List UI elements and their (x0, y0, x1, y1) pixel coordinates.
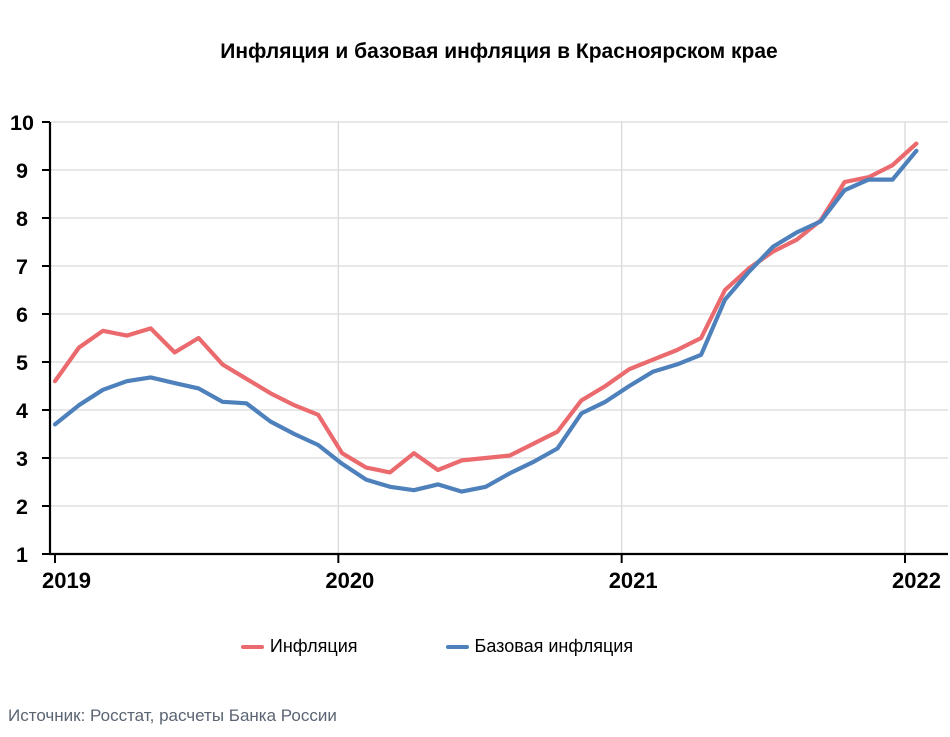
source-note: Источник: Росстат, расчеты Банка России (8, 706, 337, 725)
svg-text:9: 9 (16, 159, 28, 183)
svg-text:2020: 2020 (325, 568, 374, 593)
svg-text:3: 3 (16, 447, 28, 471)
core-inflation-line-swatch (445, 644, 469, 649)
legend-item-core-inflation: Базовая инфляция (445, 636, 634, 657)
svg-text:1: 1 (16, 543, 28, 567)
inflation-line-swatch (240, 644, 264, 649)
svg-text:5: 5 (16, 351, 28, 375)
svg-text:2019: 2019 (42, 568, 91, 593)
chart-title: Инфляция и базовая инфляция в Красноярск… (220, 40, 778, 63)
chart-legend: Инфляция Базовая инфляция (0, 636, 912, 657)
legend-label-core-inflation: Базовая инфляция (474, 636, 634, 656)
svg-text:10: 10 (10, 111, 34, 135)
svg-text:4: 4 (16, 399, 28, 423)
svg-text:8: 8 (16, 207, 28, 231)
svg-text:7: 7 (16, 255, 28, 279)
svg-text:2: 2 (16, 495, 28, 519)
svg-text:2022: 2022 (892, 568, 941, 593)
legend-label-inflation: Инфляция (269, 636, 358, 656)
line-chart-plot: 1 2 3 4 5 6 7 8 9 10 2019 2020 2021 2022 (10, 111, 948, 593)
svg-text:2021: 2021 (609, 568, 658, 593)
legend-item-inflation: Инфляция (240, 636, 358, 657)
svg-text:6: 6 (16, 303, 28, 327)
